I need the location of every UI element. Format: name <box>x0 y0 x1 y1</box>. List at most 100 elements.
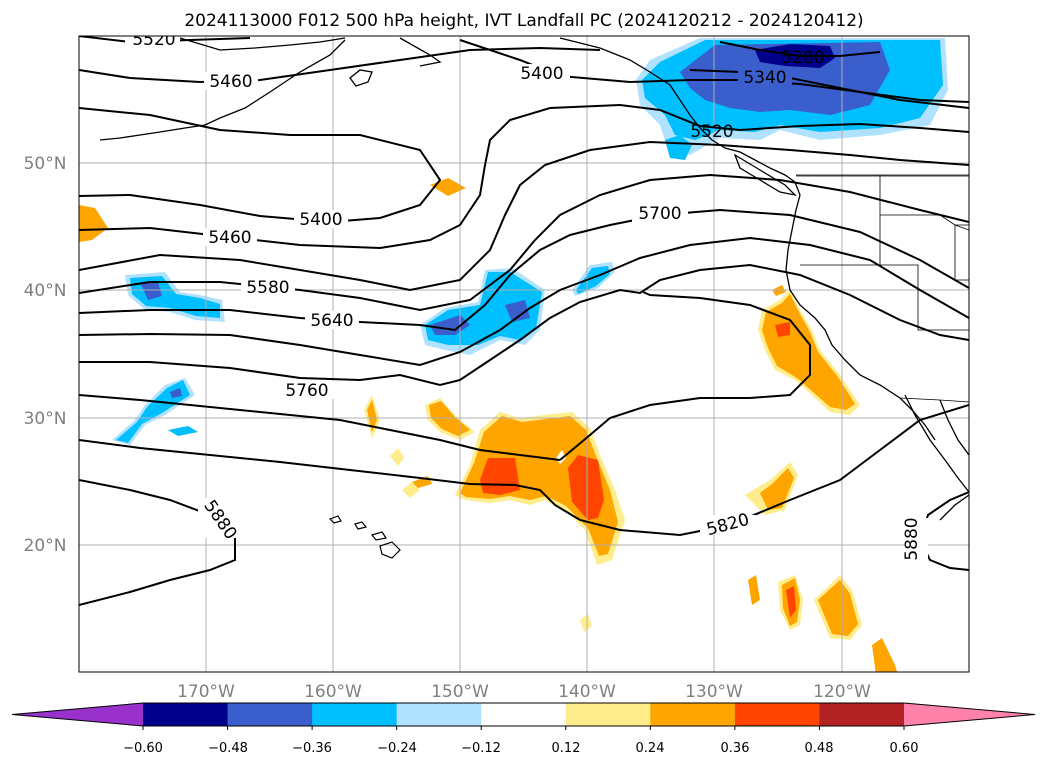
contour-5820 <box>79 404 969 537</box>
ivt-neg-sw-small <box>168 426 198 436</box>
colorbar-extend-high <box>904 703 1035 726</box>
contour-label-5400-north: 5400 <box>520 64 563 84</box>
coast-mexico <box>939 494 969 521</box>
longitude-labels: 170°W 160°W 150°W 140°W 130°W 120°W <box>177 682 871 702</box>
clab-bg-15 <box>906 518 928 570</box>
contour-label-5580: 5580 <box>246 278 289 298</box>
ivt-pos-small-2 <box>79 205 108 242</box>
coast-bc <box>711 139 801 211</box>
coast-vancouver-island <box>733 153 797 197</box>
coast-alaska-peninsula <box>204 39 346 126</box>
contour-5460-south <box>79 140 969 292</box>
colorbar-segment <box>650 703 736 726</box>
lon-label-130w: 130°W <box>685 682 743 702</box>
clab-bg-5 <box>203 228 257 246</box>
colorbar-tick-label: 0.36 <box>721 741 750 756</box>
clab-bg-8 <box>280 381 334 399</box>
lat-label-20n: 20°N <box>24 536 67 556</box>
contour-label-5520-nw: 5520 <box>132 30 175 50</box>
colorbar-segment <box>734 703 820 726</box>
graticule <box>79 36 969 672</box>
island-maui <box>370 531 387 541</box>
colorbar-tick-label: −0.12 <box>461 741 501 756</box>
ivt-pos-small-4 <box>390 448 404 466</box>
map-frame <box>78 35 970 673</box>
colorbar-segment <box>565 703 651 726</box>
figure-title: 2024113000 F012 500 hPa height, IVT Land… <box>184 11 863 31</box>
ivt-pos-blob-16n-a-dark <box>786 586 796 618</box>
ivt-neg-small-blob-a-mid <box>576 266 610 294</box>
contour-label-5640: 5640 <box>310 311 353 331</box>
ivt-pos-blob-16n-c <box>748 575 760 605</box>
contour-5340 <box>689 69 969 109</box>
clab-bg-9 <box>198 498 242 538</box>
contour-label-5460-north: 5460 <box>209 72 252 92</box>
ivt-pos-blob-bottom <box>872 638 898 672</box>
clab-bg-1 <box>125 36 180 46</box>
contour-label-5340: 5340 <box>743 68 786 88</box>
colorbar-extend-low <box>12 703 143 726</box>
colorbar-segment <box>819 703 905 726</box>
map-content: 5520 5460 5400 5400 5460 5580 5640 5760 … <box>79 30 969 672</box>
colorbar-ticks: −0.60 −0.48 −0.36 −0.24 −0.12 0.12 0.24 … <box>123 741 918 756</box>
colorbar-segment <box>481 703 567 726</box>
lon-label-160w: 160°W <box>304 682 362 702</box>
ivt-pos-blob-16n-b-mid <box>818 580 858 636</box>
ivt-neg-sw-blob-dark <box>170 388 182 398</box>
colorbar-segment <box>396 703 482 726</box>
coast-alaska <box>179 37 346 51</box>
contour-5760 <box>79 263 969 387</box>
clab-bg-6 <box>241 278 295 296</box>
colorbar-tick-label: 0.12 <box>552 741 581 756</box>
contour-ridge-1 <box>79 107 442 224</box>
lon-label-170w: 170°W <box>177 682 235 702</box>
coast-baja <box>904 394 969 493</box>
clab-bg-14 <box>700 515 756 535</box>
island-oahu <box>354 521 368 530</box>
lon-label-150w: 150°W <box>431 682 489 702</box>
clab-bg-4 <box>294 210 348 228</box>
clab-bg-2 <box>204 72 258 90</box>
colorbar-tick-label: 0.60 <box>890 741 919 756</box>
lat-label-40n: 40°N <box>24 281 67 301</box>
contour-label-5400-west: 5400 <box>299 210 342 230</box>
lat-label-30n: 30°N <box>24 409 67 429</box>
ivt-pos-south-blob-dark2 <box>568 455 604 520</box>
ivt-pos-south-blob-mid <box>460 416 618 556</box>
coast-alaska-se <box>399 37 442 67</box>
contour-5460 <box>79 46 601 84</box>
hawaii-islands <box>328 515 401 559</box>
contour-labels: 5520 5460 5400 5400 5460 5580 5640 5760 … <box>125 30 928 570</box>
contour-low <box>559 291 811 461</box>
contour-label-5880-east: 5880 <box>902 517 922 560</box>
ivt-neg-west-blob-dark <box>140 282 162 300</box>
lon-label-140w: 140°W <box>558 682 616 702</box>
contour-5520-north <box>619 104 969 133</box>
colorbar-tick-label: −0.36 <box>292 741 332 756</box>
island-hawaii <box>379 541 401 559</box>
ivt-pos-small-5 <box>402 482 420 498</box>
latitude-labels: 50°N 40°N 30°N 20°N <box>24 154 67 556</box>
border-states-4 <box>954 224 969 281</box>
ivt-neg-bc-patch <box>665 135 692 160</box>
colorbar-segment <box>312 703 398 726</box>
contour-5700 <box>79 236 969 367</box>
colorbar-segment <box>143 703 229 726</box>
ivt-pos-small-3-mid <box>367 400 377 432</box>
ivt-pos-ca-blob-dark <box>775 322 790 337</box>
contour-label-5700: 5700 <box>638 204 681 224</box>
ivt-pos-small-7 <box>580 614 592 632</box>
ivt-pos-south-blob-dark1 <box>480 458 520 495</box>
colorbar-tick-label: 0.48 <box>805 741 834 756</box>
ivt-neg-central-blob-dark2 <box>505 300 530 322</box>
colorbar-tick-label: −0.60 <box>123 741 163 756</box>
height-contours <box>79 36 969 606</box>
contour-5640 <box>79 208 969 332</box>
border-us-mexico <box>899 397 969 403</box>
island-kauai <box>328 515 342 524</box>
ivt-pos-blob-125w-mid <box>760 468 794 510</box>
lat-label-50n: 50°N <box>24 154 67 174</box>
coast-aleutians <box>99 124 206 141</box>
colorbar-segment <box>227 703 313 726</box>
